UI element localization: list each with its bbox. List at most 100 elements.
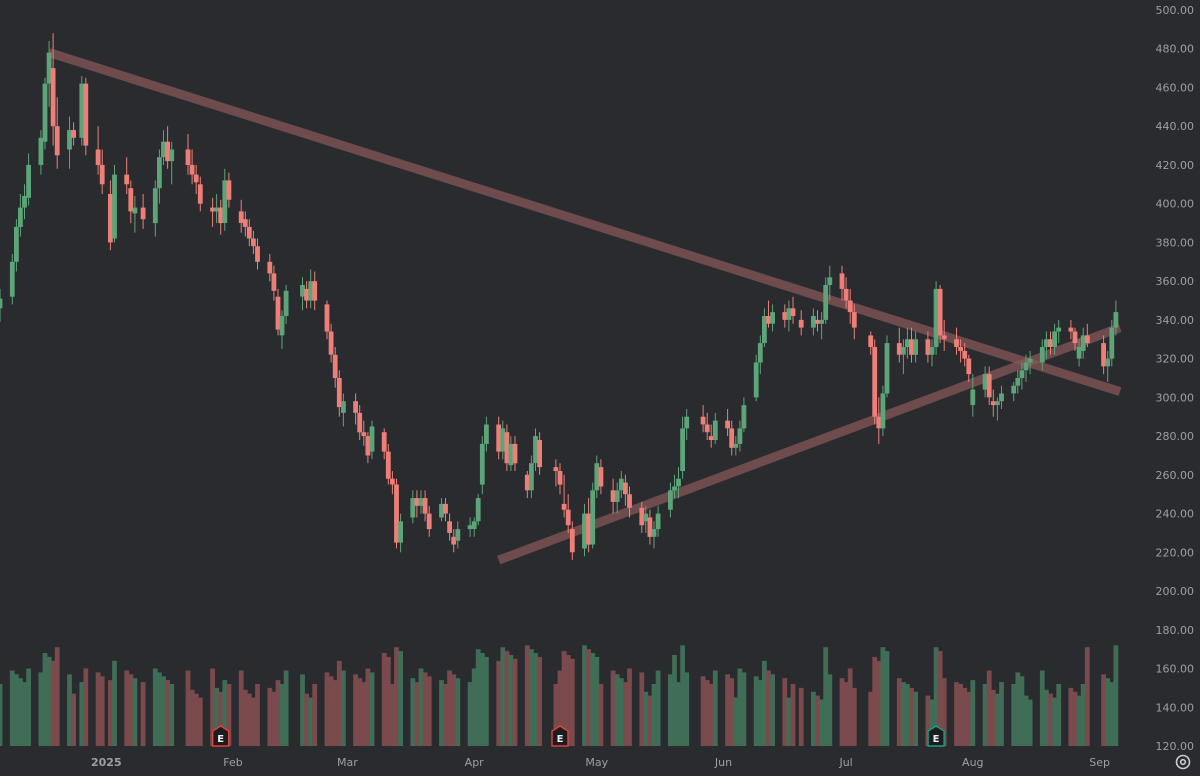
candle-body (1080, 335, 1086, 351)
volume-bar (414, 682, 420, 746)
candle (729, 420, 735, 456)
candle-body (1023, 362, 1029, 371)
candle (255, 238, 260, 270)
candle (9, 254, 15, 305)
candle-body (529, 463, 534, 491)
candle-body (426, 513, 432, 530)
candle (1113, 300, 1119, 336)
volume-bar (557, 670, 563, 746)
candle (300, 277, 305, 311)
volume-bar (790, 684, 796, 746)
candle-body (999, 393, 1004, 402)
candle (46, 41, 52, 107)
y-tick-label: 220.00 (1156, 546, 1195, 559)
candle-body (1011, 385, 1017, 394)
candle-body (1068, 327, 1074, 332)
volume-bar (868, 691, 874, 746)
candle-body (443, 503, 448, 514)
candle-body (1039, 347, 1045, 363)
volume-bar (811, 691, 816, 746)
candle (1048, 331, 1053, 355)
candle (569, 521, 575, 561)
settings-gear-icon[interactable] (1174, 753, 1192, 771)
candle (647, 509, 653, 545)
candle (594, 455, 600, 499)
candle-body (737, 428, 743, 444)
candle-body (868, 335, 874, 347)
candle (324, 300, 330, 340)
candle (54, 97, 60, 169)
trendlines[interactable] (47, 48, 1122, 565)
candle (655, 505, 661, 537)
volume-bar (108, 680, 113, 746)
candle (1084, 323, 1090, 347)
volume-bar (479, 653, 485, 746)
y-tick-label: 120.00 (1156, 740, 1195, 753)
candle (941, 319, 947, 351)
volume-bar (704, 680, 710, 746)
candle (71, 122, 76, 146)
volume-bar (553, 684, 559, 746)
volume-bar (582, 645, 587, 746)
candle-body (83, 83, 89, 146)
volume-bar (610, 670, 616, 746)
candle (676, 467, 681, 499)
candle (533, 428, 538, 471)
volume-bar (762, 660, 767, 746)
candle-body (336, 378, 342, 408)
candle (565, 494, 571, 533)
volume-bar (50, 660, 56, 746)
candle-body (1072, 331, 1078, 344)
volume-bar (1109, 682, 1115, 746)
candle (639, 502, 645, 533)
candle-body (1015, 378, 1021, 386)
candle (328, 323, 334, 363)
candle (827, 265, 833, 301)
candle (733, 436, 739, 456)
candle-body (353, 401, 358, 413)
candle (929, 339, 935, 367)
candle (283, 285, 289, 324)
volume-bar (300, 674, 305, 746)
candle (757, 335, 763, 375)
candle (361, 420, 367, 446)
volume-bar (54, 647, 60, 746)
candle (557, 463, 563, 495)
earnings-marker[interactable]: E (211, 725, 230, 747)
candle (357, 405, 363, 440)
volume-bar (876, 660, 882, 746)
volume-bar (361, 682, 367, 746)
volume-bar (1027, 699, 1033, 746)
candle-body (185, 149, 191, 165)
earnings-marker[interactable]: E (551, 725, 569, 747)
earnings-marker[interactable]: E (927, 725, 945, 747)
gear-icon (1175, 754, 1191, 770)
candle-body (99, 164, 105, 185)
volume-bar (533, 653, 538, 746)
volume-bar (381, 653, 387, 746)
candle (157, 149, 162, 204)
volume-bar (614, 674, 620, 746)
volume-bar (504, 651, 510, 746)
candle-body (128, 188, 134, 212)
candle (14, 219, 19, 272)
volume-bar (508, 655, 514, 746)
candle-body (884, 343, 890, 394)
candle (537, 432, 542, 475)
earnings-label: E (933, 734, 940, 745)
volume-bar (954, 682, 959, 746)
earnings-label: E (557, 734, 564, 745)
volume-bar (275, 680, 281, 746)
candle-body (22, 195, 27, 208)
trendline-descending[interactable] (47, 48, 1122, 396)
trendline-ascending[interactable] (497, 323, 1122, 565)
candle-body (941, 335, 947, 340)
candle-body (986, 374, 992, 398)
candle-body (537, 440, 542, 468)
candle-body (54, 126, 60, 156)
volume-bar (79, 682, 85, 746)
candle-body (627, 494, 632, 508)
